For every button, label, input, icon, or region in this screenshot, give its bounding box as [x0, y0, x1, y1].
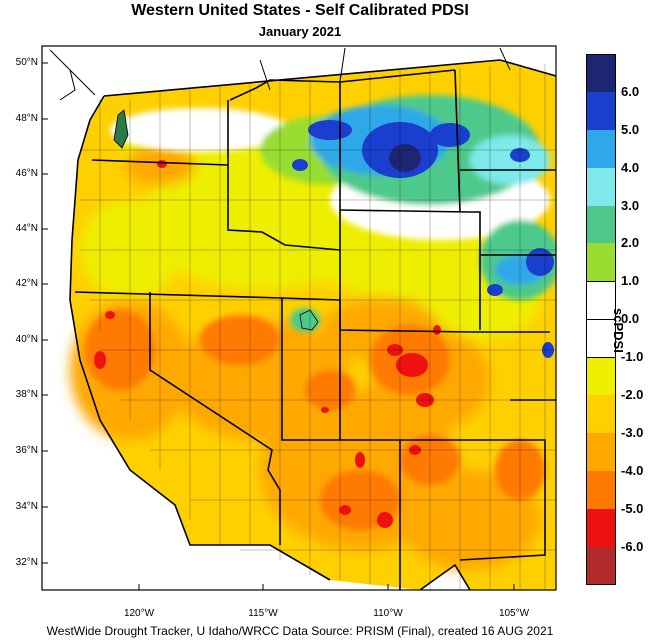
red-zones	[94, 160, 441, 528]
lat-label-38n: 38°N	[15, 389, 38, 400]
legend-box	[586, 547, 616, 585]
lon-label-120w: 120°W	[123, 608, 155, 619]
lon-label-105w: 105°W	[498, 608, 530, 619]
legend-box	[586, 281, 616, 319]
legend-title: scPDSI	[611, 308, 626, 353]
lon-label-110w: 110°W	[373, 608, 403, 619]
lat-label-40n: 40°N	[15, 334, 38, 345]
legend-box	[586, 92, 616, 130]
legend-label: 3.0	[621, 198, 640, 213]
legend-label: 0.0	[621, 311, 640, 326]
legend-box	[586, 395, 616, 433]
lon-label-115w: 115°W	[248, 608, 278, 619]
lon-ticks	[138, 584, 515, 590]
coastline	[69, 59, 556, 590]
legend-label: -4.0	[621, 463, 644, 478]
lat-label-46n: 46°N	[15, 168, 38, 179]
lat-label-36n: 36°N	[15, 445, 38, 456]
legend-box	[586, 130, 616, 168]
legend-label: 4.0	[621, 160, 640, 175]
lat-label-50n: 50°N	[15, 57, 38, 68]
legend-box	[586, 471, 616, 509]
legend-label: -5.0	[621, 501, 644, 516]
legend-label: -6.0	[621, 539, 644, 554]
legend-box	[586, 319, 616, 357]
lat-label-34n: 34°N	[15, 501, 38, 512]
lat-ticks	[42, 62, 48, 564]
legend-label: 6.0	[621, 84, 640, 99]
legend-label: -3.0	[621, 425, 644, 440]
legend-label: 2.0	[621, 235, 640, 250]
legend-label: -2.0	[621, 387, 644, 402]
footer-credit: WestWide Drought Tracker, U Idaho/WRCC D…	[46, 624, 554, 638]
legend-box	[586, 168, 616, 206]
canada-provinces	[259, 47, 511, 91]
lat-label-42n: 42°N	[15, 278, 38, 289]
legend-label: 5.0	[621, 122, 640, 137]
legend-label: -1.0	[621, 349, 644, 364]
legend-label: 1.0	[621, 273, 640, 288]
state-boundaries	[74, 69, 556, 590]
map-frame	[41, 45, 557, 591]
legend-box	[586, 357, 616, 395]
lat-label-44n: 44°N	[15, 223, 38, 234]
lat-label-48n: 48°N	[15, 113, 38, 124]
legend-box	[586, 243, 616, 281]
map-subtitle: January 2021	[258, 24, 342, 39]
legend-box	[586, 206, 616, 243]
map-title: Western United States - Self Calibrated …	[131, 2, 469, 19]
legend-box	[586, 54, 616, 92]
legend-box	[586, 433, 616, 471]
canada-coast	[49, 49, 96, 101]
legend-box	[586, 509, 616, 547]
lat-label-32n: 32°N	[15, 557, 38, 568]
